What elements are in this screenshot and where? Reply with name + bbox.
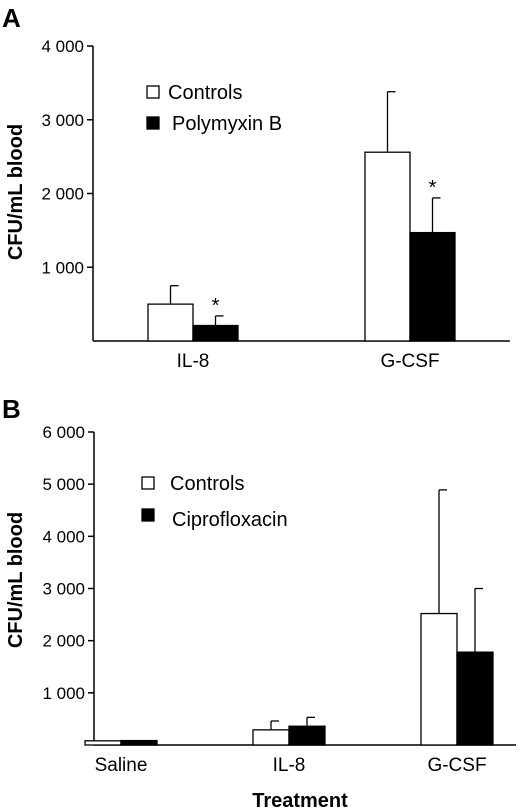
bar-controls-saline: [84, 740, 122, 746]
legend-swatch-polymyxin-b: [146, 116, 160, 130]
legend-swatch-controls: [141, 476, 155, 490]
y-tick-label: 3 000: [42, 580, 85, 599]
panel-b-bars: [84, 489, 494, 746]
panel-b-legend: Controls Ciprofloxacin: [141, 473, 288, 531]
panel-b-x-axis-label: Treatment: [252, 790, 348, 812]
category-label-g-csf: G-CSF: [380, 351, 439, 372]
panel-b-y-ticks: 1 000 2 000 3 000 4 000 5 000 6 000: [42, 423, 94, 703]
bar-controls-il-8: [147, 303, 194, 342]
bar-ciprofloxacin-il-8: [288, 725, 326, 746]
panel-b-chart: B CFU/mL blood 1 000 2 000 3 000 4 000 5 000…: [2, 394, 516, 812]
y-tick-label: 6 000: [42, 423, 85, 442]
legend-label-controls: Controls: [168, 82, 242, 104]
category-label-saline: Saline: [95, 755, 148, 776]
legend-label-ciprofloxacin: Ciprofloxacin: [172, 509, 288, 531]
bar-ciprofloxacin-g-csf: [456, 651, 494, 746]
bar-polymyxin-b-il-8: [192, 324, 239, 342]
y-tick-label: 4 000: [41, 37, 84, 56]
y-tick-label: 2 000: [42, 632, 85, 651]
panel-a-category-labels: IL-8 G-CSF: [177, 351, 440, 372]
panel-a-y-axis-label: CFU/mL blood: [5, 124, 27, 260]
panel-b-category-labels: Saline IL-8 G-CSF: [95, 755, 487, 776]
panel-b-letter: B: [2, 394, 21, 424]
panel-a-bars: **: [147, 91, 456, 342]
panel-b-y-axis-label: CFU/mL blood: [5, 512, 27, 648]
category-label-g-csf: G-CSF: [427, 755, 486, 776]
panel-a-letter: A: [2, 3, 21, 33]
y-tick-label: 1 000: [42, 684, 85, 703]
y-tick-label: 5 000: [42, 475, 85, 494]
panel-a-y-ticks: 1 000 2 000 3 000 4 000: [41, 37, 93, 277]
panel-a-legend: Controls Polymyxin B: [146, 82, 282, 135]
category-label-il-8: IL-8: [177, 351, 210, 372]
bar-controls-il-8: [252, 729, 290, 746]
bar-controls-g-csf: [364, 151, 411, 342]
category-label-il-8: IL-8: [273, 755, 306, 776]
y-tick-label: 1 000: [41, 258, 84, 277]
y-tick-label: 4 000: [42, 527, 85, 546]
significance-mark-il-8: *: [212, 295, 220, 317]
bar-ciprofloxacin-saline: [120, 739, 158, 746]
legend-swatch-controls: [146, 85, 160, 99]
bar-polymyxin-b-g-csf: [409, 231, 456, 342]
legend-label-polymyxin-b: Polymyxin B: [172, 113, 282, 135]
legend-swatch-ciprofloxacin: [141, 508, 155, 522]
legend-label-controls: Controls: [170, 473, 244, 495]
y-tick-label: 3 000: [41, 111, 84, 130]
bar-controls-g-csf: [420, 612, 458, 746]
y-tick-label: 2 000: [41, 185, 84, 204]
significance-mark-g-csf: *: [429, 177, 437, 199]
